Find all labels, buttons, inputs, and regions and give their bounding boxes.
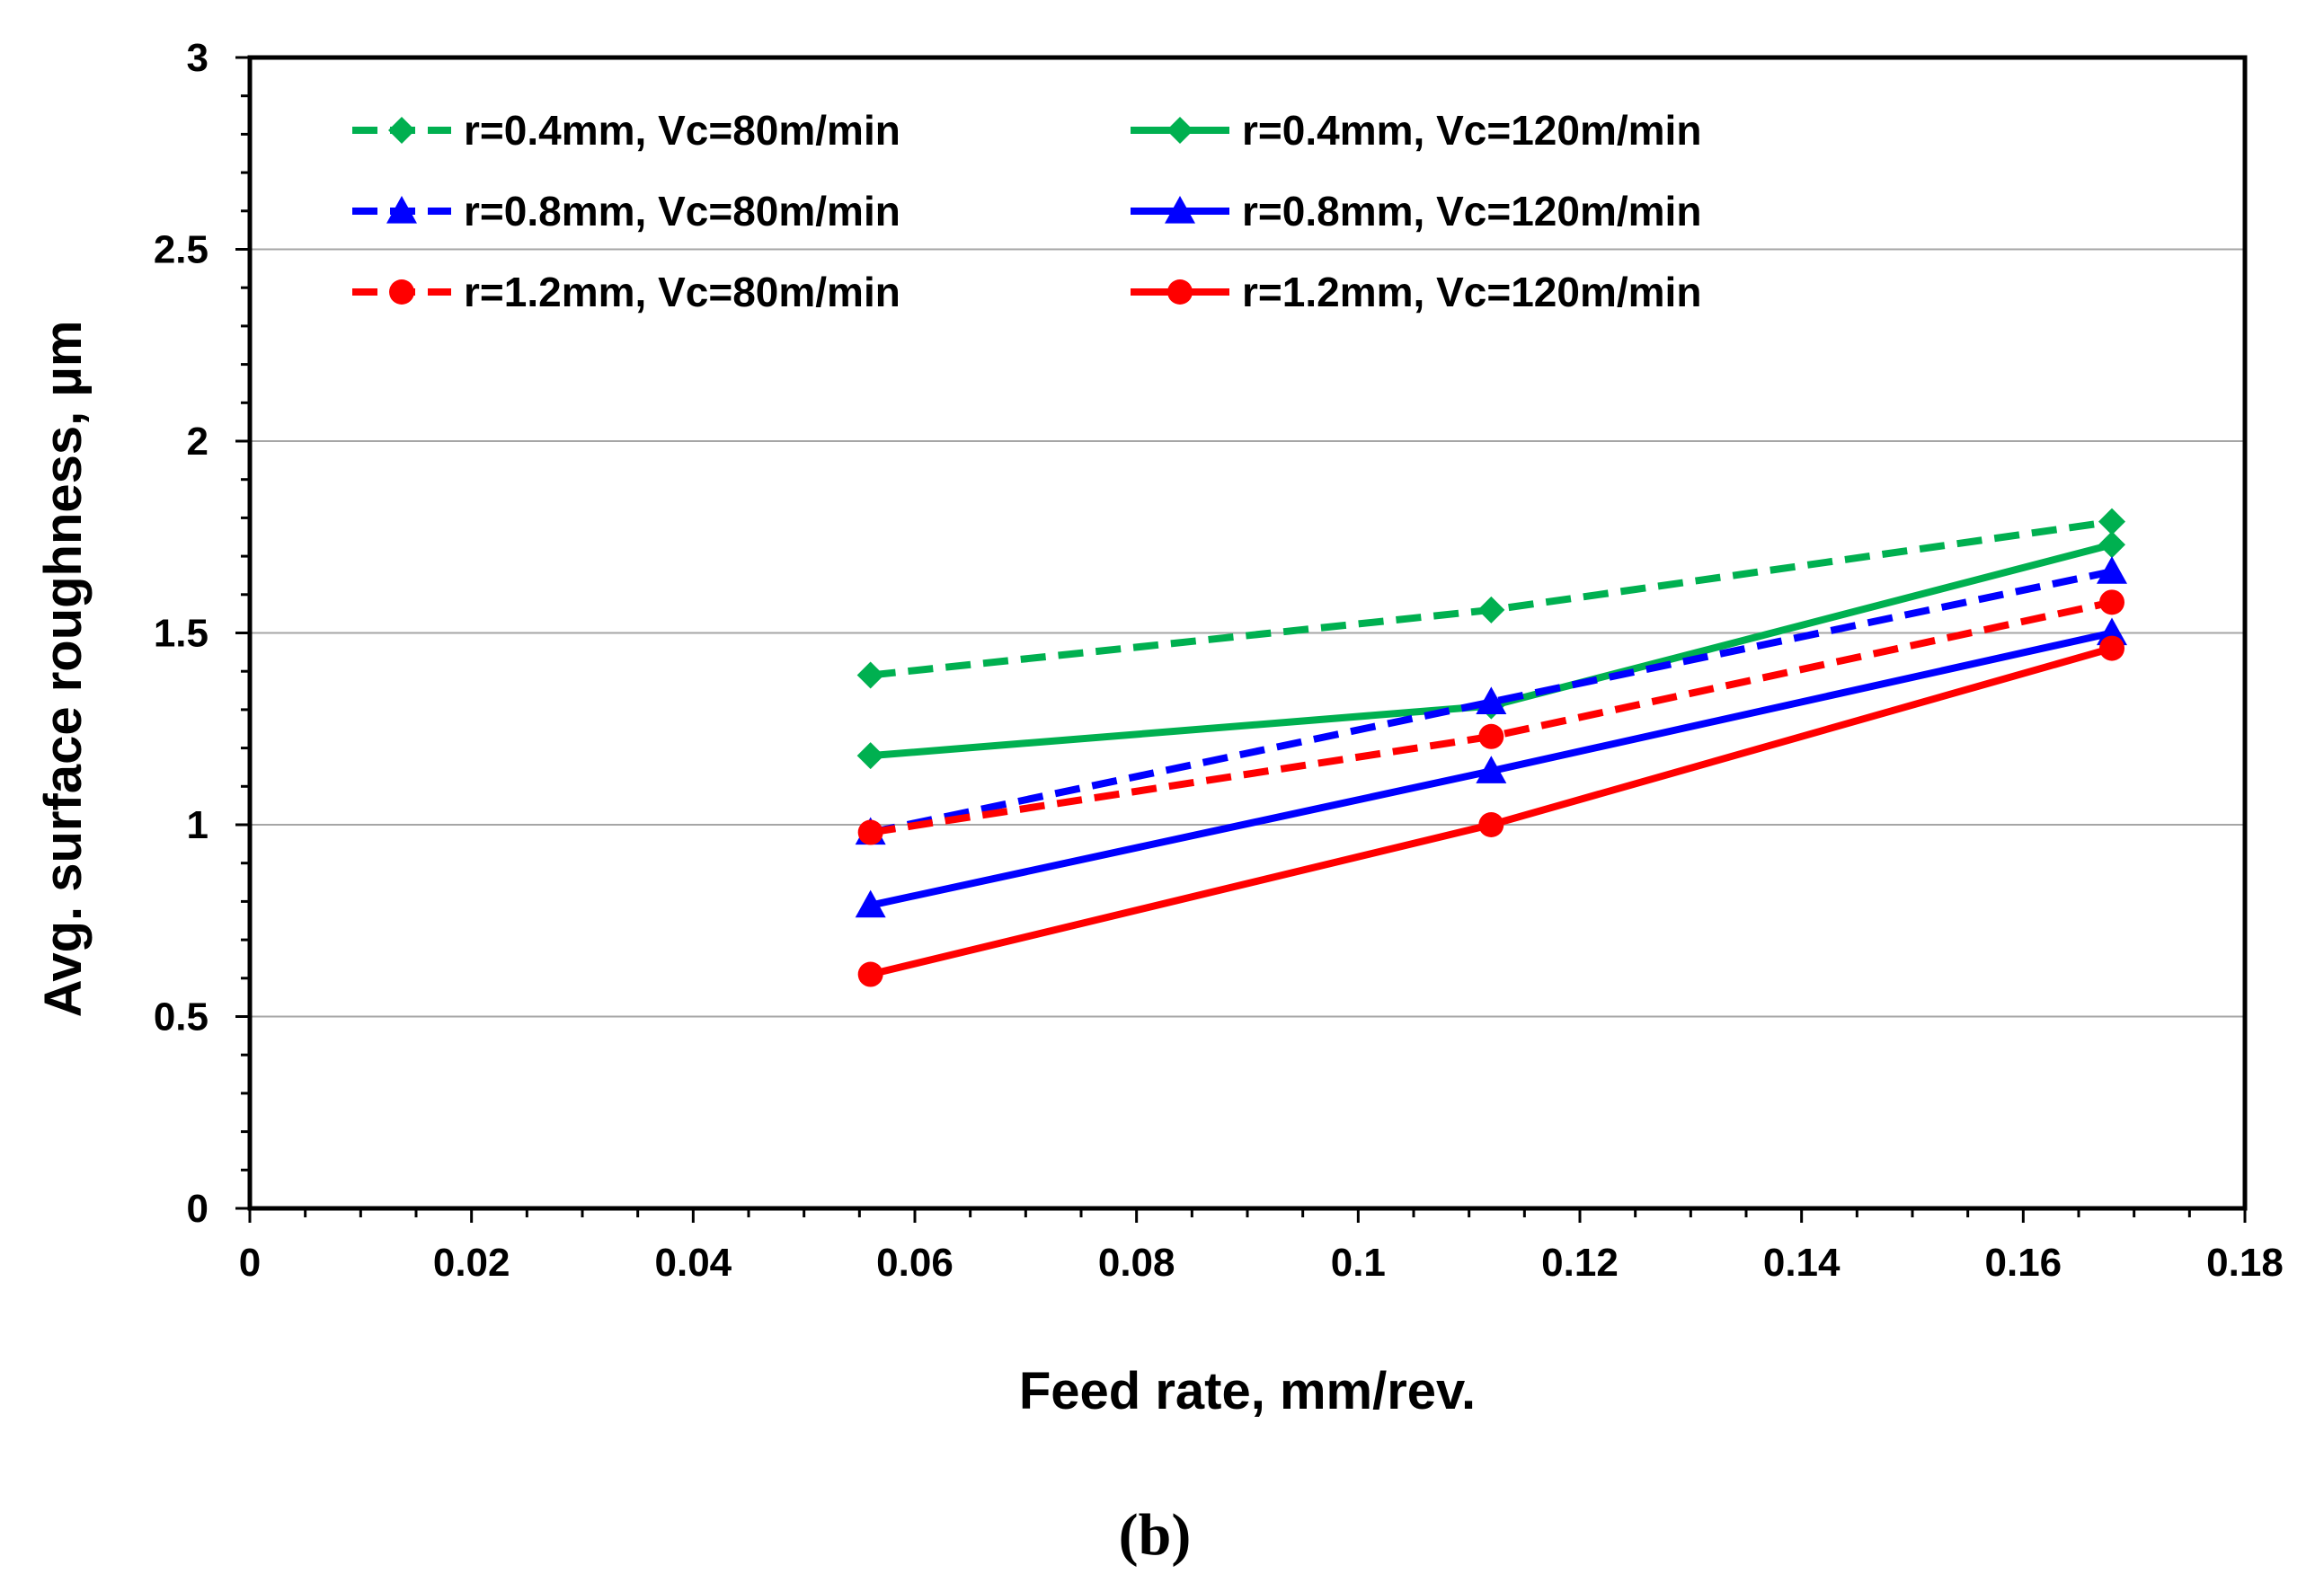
x-tick-label-5: 0.1 bbox=[1331, 1241, 1386, 1285]
data-point-2-1 bbox=[1476, 686, 1507, 714]
data-point-0-2 bbox=[2098, 508, 2125, 535]
legend-marker-1 bbox=[1166, 117, 1193, 144]
data-point-1-0 bbox=[856, 742, 884, 770]
series-4 bbox=[857, 589, 2124, 845]
legend-item-5: r=1.2mm, Vc=120m/min bbox=[1131, 269, 1701, 315]
legend-label-2: r=0.8mm, Vc=80m/min bbox=[464, 188, 900, 234]
series-5 bbox=[857, 635, 2124, 987]
y-axis-title: Avg. surface roughness, µm bbox=[34, 321, 93, 1018]
legend-marker-3 bbox=[1165, 196, 1195, 224]
y-tick-label-0: 0 bbox=[187, 1187, 208, 1231]
x-tick-label-3: 0.06 bbox=[876, 1241, 954, 1285]
y-tick-label-3: 1.5 bbox=[154, 612, 208, 656]
x-tick-label-7: 0.14 bbox=[1763, 1241, 1841, 1285]
legend-marker-2 bbox=[386, 196, 417, 224]
legend-label-5: r=1.2mm, Vc=120m/min bbox=[1242, 269, 1701, 315]
y-tick-label-4: 2 bbox=[187, 420, 208, 464]
y-tick-label-2: 1 bbox=[187, 803, 208, 847]
legend-marker-0 bbox=[388, 117, 415, 144]
legend-item-4: r=1.2mm, Vc=80m/min bbox=[352, 269, 900, 315]
series-3 bbox=[855, 617, 2127, 918]
data-point-3-1 bbox=[1476, 756, 1507, 783]
figure-caption: (b) bbox=[1119, 1502, 1192, 1568]
x-tick-label-8: 0.16 bbox=[1985, 1241, 2062, 1285]
x-tick-label-9: 0.18 bbox=[2206, 1241, 2284, 1285]
data-point-2-2 bbox=[2097, 556, 2127, 584]
axis-ticks bbox=[235, 56, 2247, 1223]
legend-item-0: r=0.4mm, Vc=80m/min bbox=[352, 107, 900, 154]
data-point-0-0 bbox=[856, 661, 884, 689]
data-point-0-1 bbox=[1477, 596, 1505, 623]
legend-item-3: r=0.8mm, Vc=120m/min bbox=[1131, 188, 1701, 234]
x-tick-label-6: 0.12 bbox=[1541, 1241, 1619, 1285]
data-point-4-0 bbox=[857, 819, 883, 845]
data-point-5-1 bbox=[1478, 812, 1504, 837]
data-point-5-0 bbox=[857, 961, 883, 987]
x-tick-label-0: 0 bbox=[239, 1241, 261, 1285]
legend-label-1: r=0.4mm, Vc=120m/min bbox=[1242, 107, 1701, 154]
legend-item-2: r=0.8mm, Vc=80m/min bbox=[352, 188, 900, 234]
legend: r=0.4mm, Vc=80m/min r=0.4mm, Vc=120m/min r… bbox=[352, 107, 1701, 315]
data-point-3-2 bbox=[2097, 617, 2127, 646]
legend-item-1: r=0.4mm, Vc=120m/min bbox=[1131, 107, 1701, 154]
series-line-2 bbox=[869, 568, 2113, 836]
y-tick-label-5: 2.5 bbox=[154, 228, 208, 272]
data-point-5-2 bbox=[2099, 635, 2124, 661]
y-tick-label-1: 0.5 bbox=[154, 995, 208, 1039]
legend-label-0: r=0.4mm, Vc=80m/min bbox=[464, 107, 900, 154]
legend-marker-5 bbox=[1167, 279, 1193, 305]
x-tick-label-1: 0.02 bbox=[433, 1241, 510, 1285]
x-tick-label-2: 0.04 bbox=[655, 1241, 732, 1285]
axis-tick-labels: 0 0.5 1 1.5 2 2.5 3 0 0.02 0.04 0.06 0.08 0.1 0.12 0.1… bbox=[154, 36, 2284, 1285]
legend-label-3: r=0.8mm, Vc=120m/min bbox=[1242, 188, 1701, 234]
legend-label-4: r=1.2mm, Vc=80m/min bbox=[464, 269, 900, 315]
data-point-4-2 bbox=[2099, 589, 2124, 615]
data-point-1-2 bbox=[2098, 531, 2125, 559]
x-tick-label-4: 0.08 bbox=[1098, 1241, 1175, 1285]
data-point-4-1 bbox=[1478, 723, 1504, 749]
x-axis-title: Feed rate, mm/rev. bbox=[1019, 1362, 1476, 1420]
data-point-3-0 bbox=[855, 889, 886, 918]
y-tick-label-6: 3 bbox=[187, 36, 208, 80]
legend-marker-4 bbox=[389, 279, 414, 305]
series-layer bbox=[855, 508, 2127, 987]
series-0 bbox=[856, 508, 2125, 689]
